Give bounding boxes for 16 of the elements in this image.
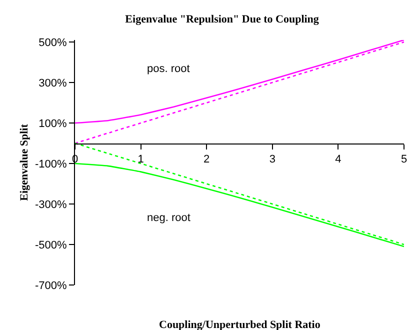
y-axis-title: Eigenvalue Split [18, 124, 31, 201]
y-tick-label: -100% [35, 158, 68, 170]
x-tick-label: 5 [400, 153, 408, 166]
y-tick-label: -500% [35, 239, 68, 252]
y-tick-label: 500% [38, 36, 68, 49]
y-tick-label: -700% [35, 280, 68, 292]
chart-title: Eigenvalue "Repulsion" Due to Coupling [125, 14, 320, 26]
x-tick-label: 2 [204, 153, 210, 166]
y-tick-label: 300% [38, 77, 68, 90]
y-tick-label: 100% [38, 118, 68, 130]
y-tick-label: -300% [35, 198, 68, 211]
text: neg. root [147, 212, 190, 224]
text: pos. root [147, 63, 190, 75]
x-tick-label: 4 [335, 153, 342, 166]
x-tick-label: 1 [138, 153, 144, 166]
x-tick-label: 3 [269, 153, 276, 166]
